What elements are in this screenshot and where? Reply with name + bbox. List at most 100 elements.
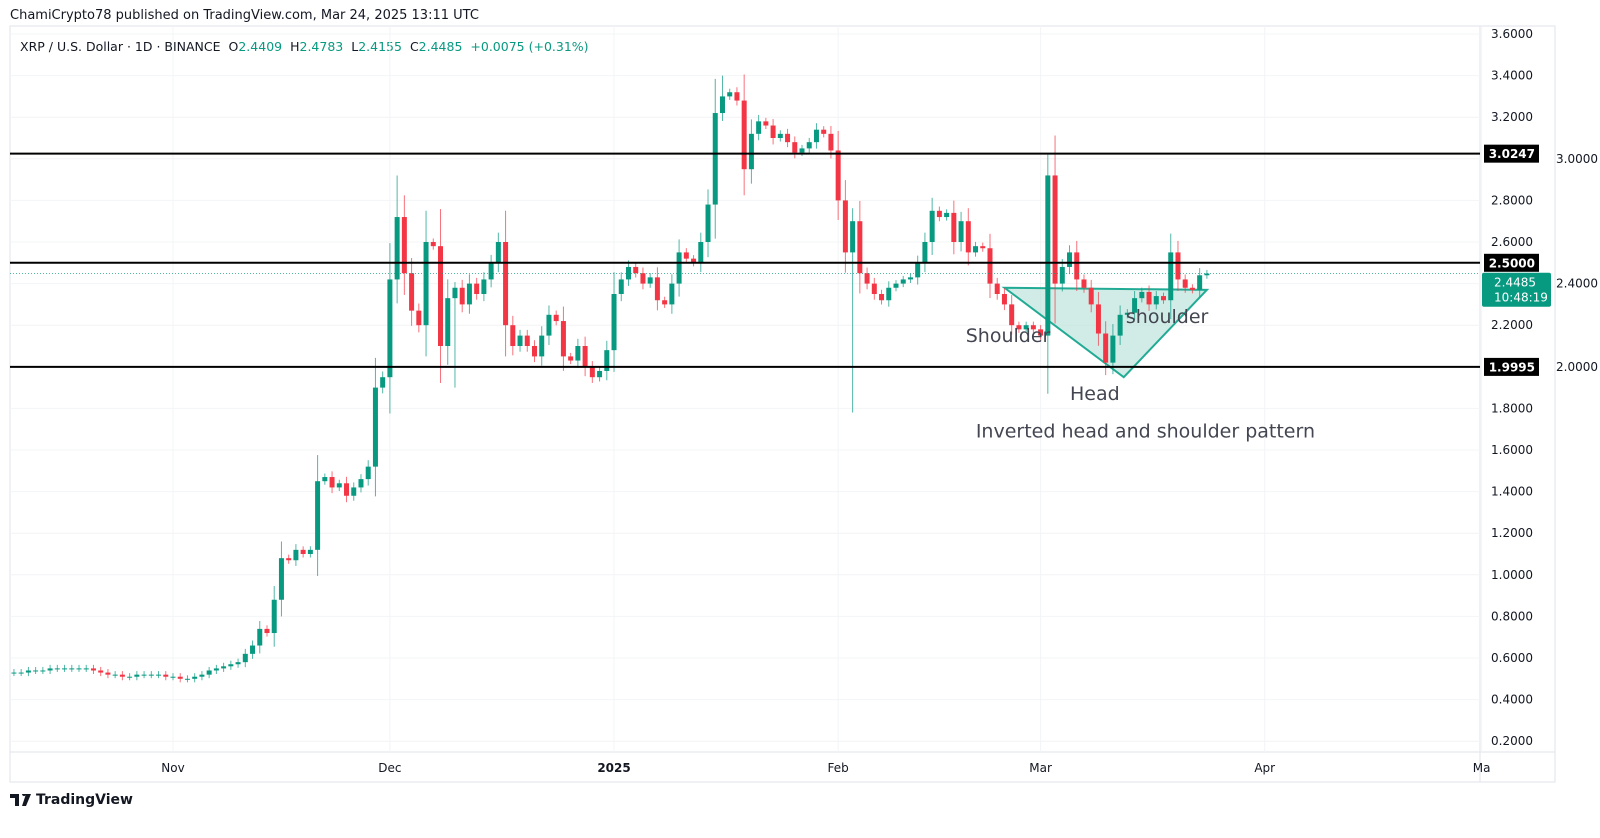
candle-body <box>286 558 292 561</box>
candle-body <box>633 266 639 274</box>
candle-body <box>242 653 248 663</box>
candle-body <box>1161 296 1167 301</box>
candle-body <box>1189 287 1195 290</box>
brand-name: TradingView <box>36 792 133 808</box>
candle-body <box>134 674 140 677</box>
price-tick-label: 3.0000 <box>1556 152 1598 166</box>
candle-body <box>1016 325 1022 330</box>
candle <box>654 267 660 311</box>
candle <box>893 280 899 292</box>
candle <box>105 669 111 679</box>
candle-body <box>206 670 212 675</box>
candle-body <box>127 676 133 678</box>
candle-body <box>322 477 328 482</box>
time-tick-label: Feb <box>828 761 849 775</box>
candle <box>813 123 819 149</box>
candle-body <box>517 335 523 346</box>
candle <box>806 137 812 153</box>
candle-body <box>430 242 436 247</box>
candle <box>329 471 335 494</box>
candle <box>1030 321 1036 333</box>
candle-body <box>1030 325 1036 330</box>
candle-body <box>582 346 588 367</box>
candle <box>177 673 183 683</box>
candle <box>271 586 277 647</box>
candle-body <box>329 477 335 488</box>
candle-body <box>792 142 798 153</box>
candle-body <box>90 668 96 671</box>
candle-body <box>980 246 986 249</box>
candle-body <box>727 92 733 97</box>
candle-body <box>495 242 501 263</box>
candle <box>1117 305 1123 345</box>
candle-body <box>813 129 819 143</box>
candle <box>488 254 494 288</box>
candle <box>235 658 241 668</box>
candle-body <box>1146 291 1152 305</box>
chart-annotation: shoulder <box>1126 306 1209 328</box>
candle <box>777 130 783 142</box>
candle-body <box>387 279 393 378</box>
candle-body <box>372 387 378 467</box>
candle <box>1081 274 1087 293</box>
candle <box>76 664 82 672</box>
candle-body <box>1110 335 1116 363</box>
candle <box>119 671 125 681</box>
candle <box>322 473 328 485</box>
candle-body <box>987 248 993 284</box>
price-tick-label: 3.2000 <box>1491 110 1533 124</box>
candle-body <box>1124 312 1130 315</box>
candle-body <box>481 279 487 294</box>
candle-body <box>683 252 689 259</box>
level-price-badge <box>1484 253 1539 272</box>
open-value: 2.4409 <box>238 39 283 54</box>
candle-body <box>307 549 313 554</box>
candle-body <box>748 133 754 170</box>
last-price-label: 2.4485 <box>1494 275 1536 289</box>
candle <box>213 664 219 675</box>
candle-body <box>1067 252 1073 267</box>
symbol-title[interactable]: XRP / U.S. Dollar · 1D · BINANCE <box>20 39 221 54</box>
candle <box>676 239 682 297</box>
candle-body <box>915 262 921 278</box>
candle-body <box>416 310 422 326</box>
candle-body <box>1052 175 1058 284</box>
close-value: 2.4485 <box>418 39 463 54</box>
candle-body <box>76 668 82 670</box>
candle-body <box>676 252 682 284</box>
candle-body <box>54 668 60 670</box>
candle-body <box>293 549 299 561</box>
candle-body <box>11 672 17 674</box>
candle <box>307 546 313 558</box>
candle-body <box>1059 266 1065 284</box>
candle <box>278 541 284 617</box>
candle-body <box>1197 275 1203 290</box>
candle-body <box>886 287 892 301</box>
candle-body <box>177 676 183 679</box>
candle <box>344 476 350 503</box>
candle-body <box>712 113 718 205</box>
candle-body <box>278 558 284 600</box>
candle <box>871 277 877 300</box>
candle <box>250 640 256 659</box>
candle <box>33 666 39 675</box>
candle-body <box>597 370 603 378</box>
candle <box>611 272 617 372</box>
candle <box>647 273 653 288</box>
candle <box>1197 268 1203 298</box>
time-tick-label: 2025 <box>597 761 630 775</box>
candle-body <box>1081 279 1087 288</box>
candle <box>604 340 610 381</box>
candle <box>821 126 827 138</box>
candle <box>683 248 689 263</box>
candle <box>560 306 566 371</box>
candle-body <box>488 262 494 280</box>
candle-body <box>25 670 31 673</box>
candle <box>568 352 574 365</box>
candle-body <box>170 676 176 678</box>
time-tick-label: Mar <box>1029 761 1052 775</box>
candle <box>524 329 530 352</box>
candle <box>474 277 480 300</box>
candle-body <box>119 674 125 677</box>
